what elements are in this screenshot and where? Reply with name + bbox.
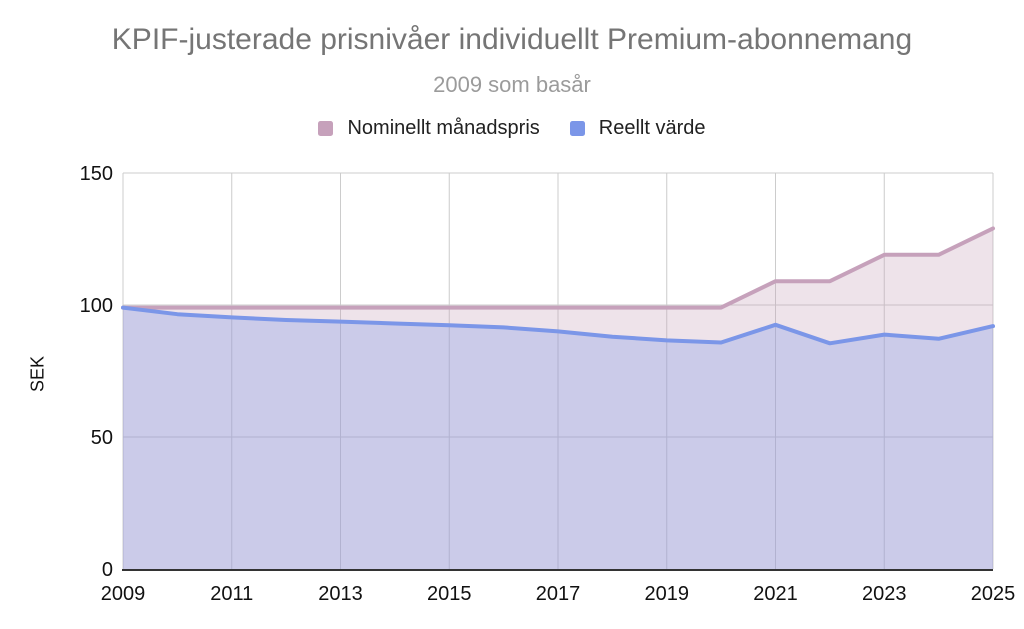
y-tick-label: 100 <box>80 295 113 317</box>
nominal-line <box>121 226 995 310</box>
x-tick-label: 2009 <box>101 583 146 605</box>
chart-subtitle: 2009 som basår <box>433 72 591 97</box>
nominal-area <box>123 228 993 569</box>
legend-label-nominal: Nominellt månadspris <box>347 117 540 139</box>
y-tick-label: 150 <box>80 163 113 185</box>
legend-swatch-real <box>569 121 585 136</box>
x-tick-label: 2021 <box>753 583 798 605</box>
legend: Nominellt månadspris Reellt värde <box>0 117 1024 140</box>
x-tick-label: 2015 <box>427 583 472 605</box>
x-tick-label: 2023 <box>862 583 907 605</box>
legend-item-nominal: Nominellt månadspris <box>318 117 540 140</box>
chart-title: KPIF-justerade prisnivåer individuellt P… <box>111 23 913 56</box>
x-tick-label: 2017 <box>536 583 581 605</box>
y-tick-label: 50 <box>91 427 113 449</box>
legend-label-real: Reellt värde <box>598 117 706 139</box>
legend-swatch-nominal <box>318 121 334 136</box>
x-tick-label: 2019 <box>645 583 690 605</box>
real-area <box>123 307 993 569</box>
real-line <box>121 305 995 346</box>
x-tick-label: 2025 <box>971 583 1016 605</box>
y-tick-label: 0 <box>102 559 113 581</box>
x-tick-label: 2013 <box>318 583 363 605</box>
x-tick-label: 2011 <box>210 583 253 605</box>
legend-item-real: Reellt värde <box>569 117 706 140</box>
